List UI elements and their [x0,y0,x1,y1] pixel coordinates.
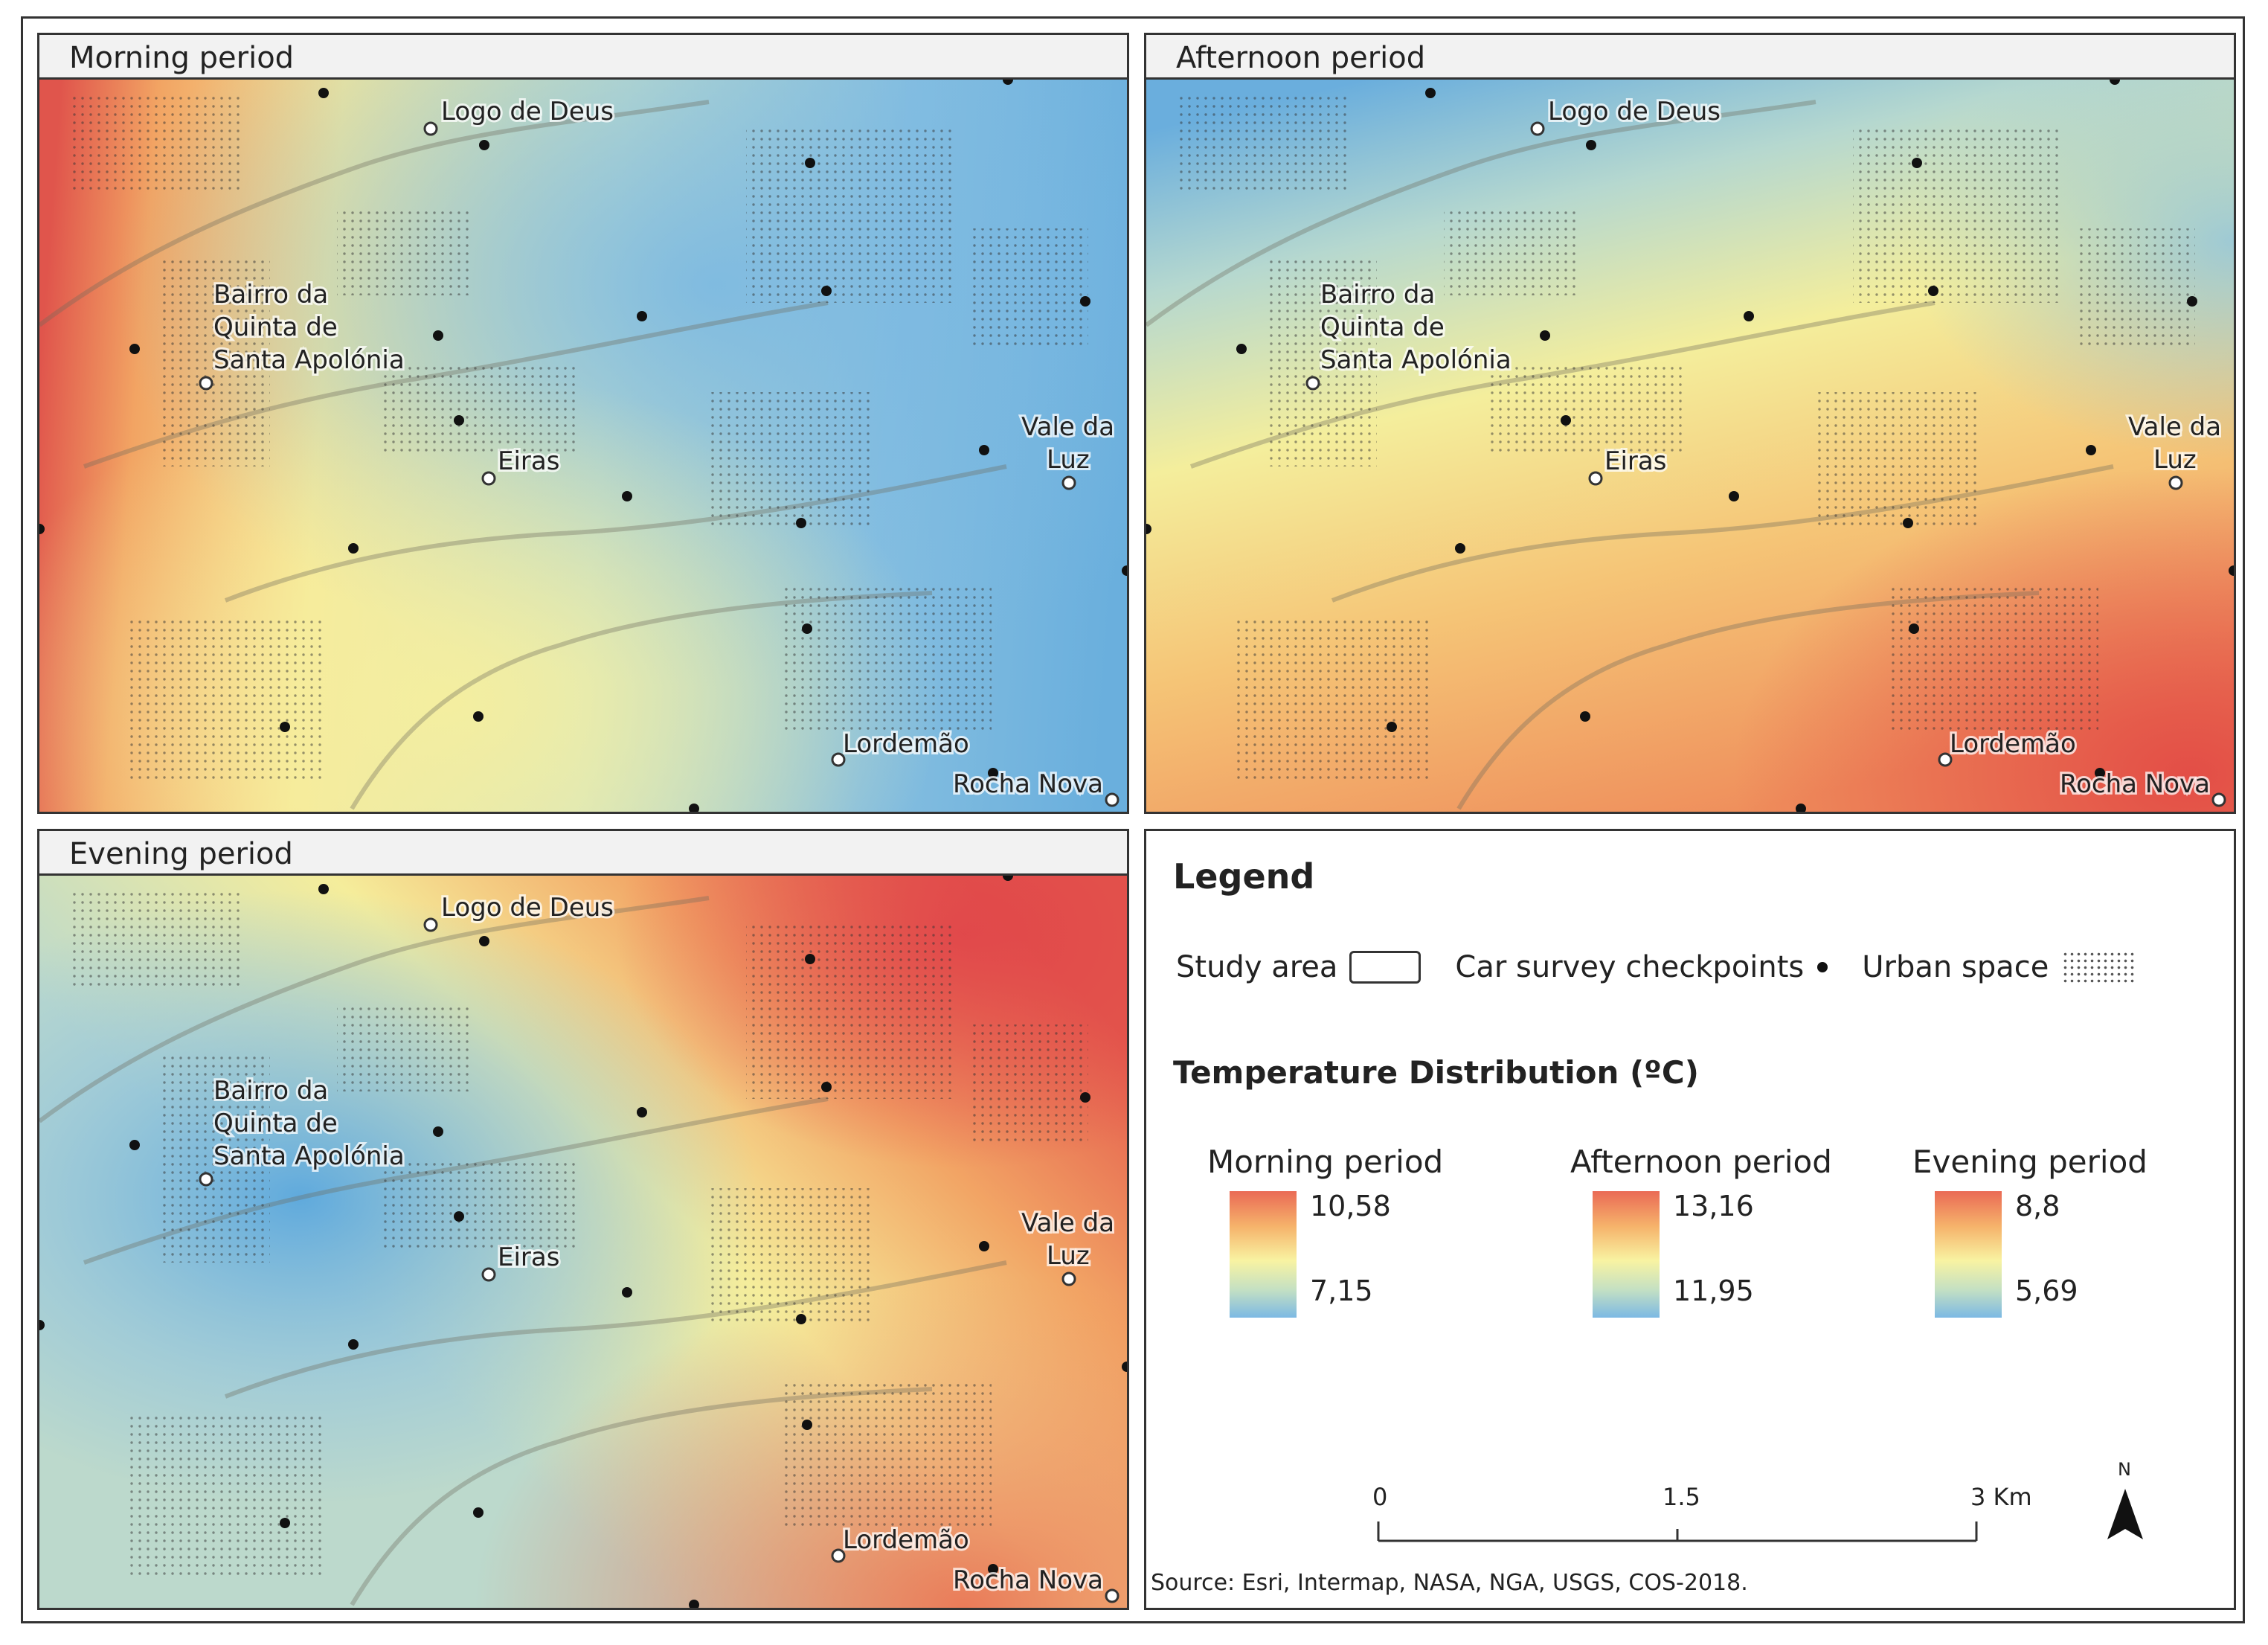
place-label-luz: Luz [1047,445,1090,475]
north-arrow-icon [2107,1489,2143,1539]
place-label-lordemao: Lordemão [843,729,969,759]
place-label-rocha-nova: Rocha Nova [2060,769,2210,799]
place-label-santa-apolonia: Santa Apolónia [1320,345,1512,375]
source-credit: Source: Esri, Intermap, NASA, NGA, USGS,… [1151,1570,1748,1596]
map-svg: Logo de Deus Bairro da Quinta de Santa A… [1146,80,2234,812]
place-label-rocha-nova: Rocha Nova [953,1565,1103,1595]
ramp-morning: Morning period 10,58 7,15 [1207,1144,1444,1318]
place-label-quinta-de: Quinta de [1320,312,1445,342]
ramp-min-value: 7,15 [1310,1274,1373,1307]
panel-header: Morning period [39,35,1127,80]
urban-space-label: Urban space [1862,950,2049,984]
place-label-eiras: Eiras [1604,446,1666,476]
evening-map-panel: Evening period [37,829,1129,1610]
ramp-min-value: 11,95 [1673,1274,1754,1307]
place-label-logo-de-deus: Logo de Deus [441,97,614,126]
place-label-bairro-da: Bairro da [213,1076,328,1106]
panel-title: Morning period [69,41,295,75]
place-label-rocha-nova: Rocha Nova [953,769,1103,799]
figure-frame [21,16,2245,1623]
morning-map-panel: Morning period [37,33,1129,814]
place-label-lordemao: Lordemão [843,1525,969,1555]
scale-label-end: 3 Km [1970,1483,2032,1511]
place-label-lordemao: Lordemão [1950,729,2076,759]
panel-title: Afternoon period [1176,41,1426,75]
panel-header: Evening period [39,831,1127,876]
ramp-min-value: 5,69 [2015,1274,2078,1307]
ramp-max-value: 8,8 [2015,1190,2060,1222]
ramp-max-value: 13,16 [1673,1190,1754,1222]
urban-space-pattern-icon [2062,951,2137,984]
map-area[interactable]: Logo de Deus Bairro da Quinta de Santa A… [39,876,1127,1608]
place-label-luz: Luz [2153,445,2197,475]
panel-header: Afternoon period [1146,35,2234,80]
scale-label-mid: 1.5 [1663,1483,1700,1511]
study-area-symbol [1349,951,1421,984]
place-label-bairro-da: Bairro da [1320,280,1435,310]
legend-panel: Legend Study area Car survey checkpoints… [1144,829,2236,1610]
map-area[interactable]: Logo de Deus Bairro da Quinta de Santa A… [1146,80,2234,812]
color-ramp [1593,1191,1660,1318]
scale-bar [1377,1521,1978,1542]
temperature-distribution-title: Temperature Distribution (ºC) [1173,1054,1699,1091]
map-svg: Logo de Deus Bairro da Quinta de Santa A… [39,876,1127,1608]
place-label-bairro-da: Bairro da [213,280,328,310]
checkpoint-dot-icon [1817,962,1828,972]
place-label-vale-da: Vale da [2128,412,2221,442]
place-label-eiras: Eiras [498,446,559,476]
legend-title: Legend [1173,856,1315,897]
ramp-afternoon: Afternoon period 13,16 11,95 [1570,1144,1832,1318]
place-label-logo-de-deus: Logo de Deus [1548,97,1721,126]
place-label-quinta-de: Quinta de [213,1109,338,1138]
place-label-quinta-de: Quinta de [213,312,338,342]
legend-symbols-row: Study area Car survey checkpoints Urban … [1176,950,2137,984]
map-svg: Logo de Deus Bairro da Quinta de Santa A… [39,80,1127,812]
ramp-max-value: 10,58 [1310,1190,1391,1222]
place-label-luz: Luz [1047,1241,1090,1271]
place-label-santa-apolonia: Santa Apolónia [213,1141,405,1171]
color-ramp [1935,1191,2002,1318]
scale-label-zero: 0 [1372,1483,1388,1511]
place-label-vale-da: Vale da [1021,1208,1114,1238]
place-label-eiras: Eiras [498,1242,559,1272]
north-label: N [2118,1459,2131,1480]
study-area-label: Study area [1176,950,1338,984]
color-ramp [1230,1191,1297,1318]
ramp-name: Evening period [1912,1144,2147,1180]
ramp-name: Morning period [1207,1144,1444,1180]
afternoon-map-panel: Afternoon period [1144,33,2236,814]
place-label-santa-apolonia: Santa Apolónia [213,345,405,375]
panel-title: Evening period [69,837,293,871]
place-label-logo-de-deus: Logo de Deus [441,893,614,923]
checkpoints-label: Car survey checkpoints [1455,950,1805,984]
place-label-vale-da: Vale da [1021,412,1114,442]
ramp-name: Afternoon period [1570,1144,1832,1180]
map-area[interactable]: Logo de Deus Bairro da Quinta de Santa A… [39,80,1127,812]
ramp-evening: Evening period 8,8 5,69 [1912,1144,2147,1318]
